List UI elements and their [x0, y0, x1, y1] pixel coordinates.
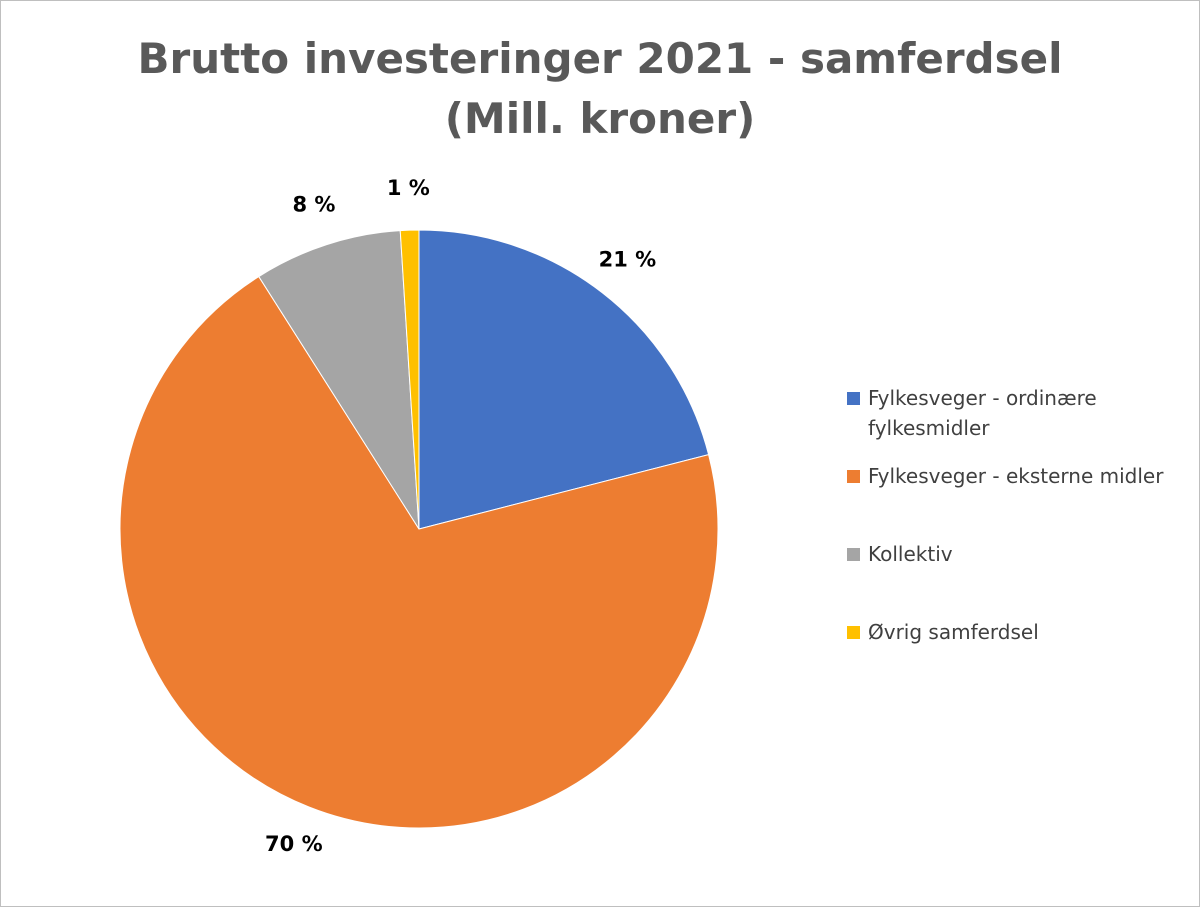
legend-label: Fylkesveger - ordinære fylkesmidler: [868, 386, 1097, 440]
legend-item: Øvrig samferdsel: [847, 617, 1177, 647]
pie-slice: [399, 229, 420, 530]
legend-item: Fylkesveger - ordinære fylkesmidler: [847, 383, 1177, 443]
data-label: 70 %: [265, 832, 323, 856]
legend-item: Kollektiv: [847, 539, 1177, 569]
data-label: 21 %: [599, 247, 657, 271]
data-label: 8 %: [292, 193, 335, 217]
legend-label: Øvrig samferdsel: [868, 620, 1039, 644]
legend-label: Kollektiv: [868, 542, 953, 566]
pie-slice: [258, 230, 420, 530]
legend-swatch: [847, 548, 860, 561]
chart-subtitle: (Mill. kroner): [445, 94, 756, 143]
pie-slice: [418, 229, 710, 530]
data-label: 1 %: [387, 176, 430, 200]
chart-title: Brutto investeringer 2021 - samferdsel: [138, 34, 1063, 83]
legend-swatch: [847, 392, 860, 405]
legend-swatch: [847, 626, 860, 639]
legend-swatch: [847, 470, 860, 483]
pie-slice: [119, 275, 719, 829]
legend-item: Fylkesveger - eksterne midler: [847, 461, 1177, 491]
legend-label: Fylkesveger - eksterne midler: [868, 464, 1164, 488]
